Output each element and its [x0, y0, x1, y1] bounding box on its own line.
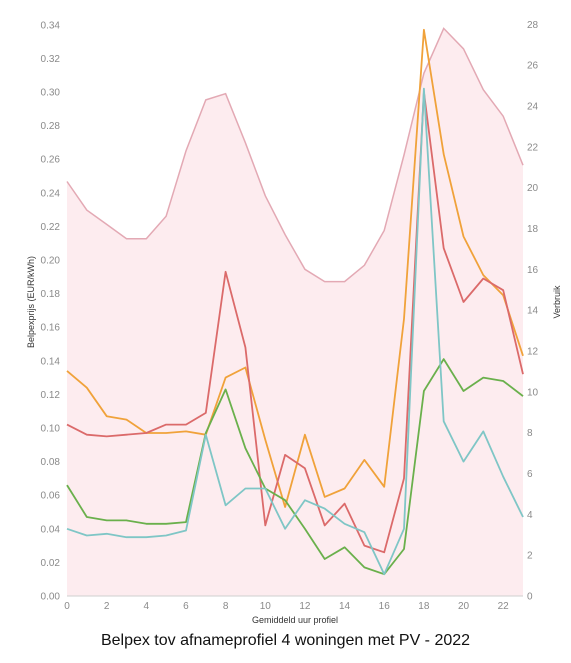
y-tick-label: 0.06: [41, 491, 61, 502]
y2-tick-label: 14: [527, 306, 539, 317]
x-tick-label: 20: [458, 601, 470, 612]
y2-tick-label: 18: [527, 224, 539, 235]
y-tick-label: 0.20: [41, 256, 61, 267]
y-tick-label: 0.12: [41, 390, 61, 401]
x-tick-label: 0: [64, 601, 70, 612]
y-tick-label: 0.26: [41, 155, 61, 166]
y-tick-label: 0.16: [41, 323, 61, 334]
x-axis-title: Gemiddeld uur profiel: [252, 615, 338, 625]
y2-tick-label: 0: [527, 592, 533, 603]
y-tick-label: 0.08: [41, 457, 61, 468]
price-series-line-2: [66, 91, 524, 554]
y2-tick-label: 22: [527, 142, 539, 153]
y-tick-label: 0.28: [41, 121, 61, 132]
verbruik-area-fill: [67, 28, 523, 596]
y2-tick-label: 26: [527, 61, 539, 72]
chart-caption: Belpex tov afnameprofiel 4 woningen met …: [100, 632, 471, 649]
y-tick-label: 0.02: [41, 558, 61, 569]
x-tick-label: 16: [379, 601, 391, 612]
x-tick-label: 6: [183, 601, 189, 612]
x-tick-label: 4: [144, 601, 150, 612]
y2-tick-label: 4: [527, 510, 533, 521]
y2-tick-label: 6: [527, 469, 533, 480]
y2-tick-label: 12: [527, 347, 539, 358]
price-series-line-4: [66, 87, 524, 576]
y2-tick-label: 16: [527, 265, 539, 276]
y2-tick-label: 8: [527, 428, 533, 439]
price-series-line-1: [66, 28, 524, 508]
chart-svg: 0.00 0.02 0.04 0.06 0.08 0.10 0.12 0.14 0.16 0.18…: [26, 20, 562, 625]
y2-tick-label: 2: [527, 551, 533, 562]
y-tick-label: 0.24: [41, 188, 61, 199]
y-tick-label: 0.18: [41, 289, 61, 300]
y2-tick-label: 10: [527, 387, 539, 398]
y2-tick-label: 24: [527, 102, 539, 113]
x-tick-label: 22: [498, 601, 510, 612]
y-tick-label: 0.14: [41, 356, 61, 367]
y-tick-label: 0.04: [41, 524, 61, 535]
verbruik-area-line: [66, 27, 524, 283]
y-tick-label: 0.34: [41, 20, 61, 31]
y2-tick-label: 28: [527, 20, 539, 31]
x-tick-label: 18: [418, 601, 430, 612]
x-tick-label: 14: [339, 601, 351, 612]
x-tick-label: 12: [299, 601, 311, 612]
y-tick-label: 0.32: [41, 54, 61, 65]
x-tick-label: 8: [223, 601, 229, 612]
y-tick-label: 0.22: [41, 222, 61, 233]
y2-tick-label: 20: [527, 183, 539, 194]
x-tick-label: 10: [260, 601, 272, 612]
x-tick-label: 2: [104, 601, 110, 612]
y-tick-label: 0.30: [41, 88, 61, 99]
y2-axis-title: Verbruik: [552, 285, 562, 319]
y-axis-title: Belpexprijs (EUR/kWh): [26, 256, 36, 348]
y-tick-label: 0.00: [41, 592, 61, 603]
chart: 0.00 0.02 0.04 0.06 0.08 0.10 0.12 0.14 0.16 0.18…: [26, 20, 562, 625]
y-tick-label: 0.10: [41, 424, 61, 435]
